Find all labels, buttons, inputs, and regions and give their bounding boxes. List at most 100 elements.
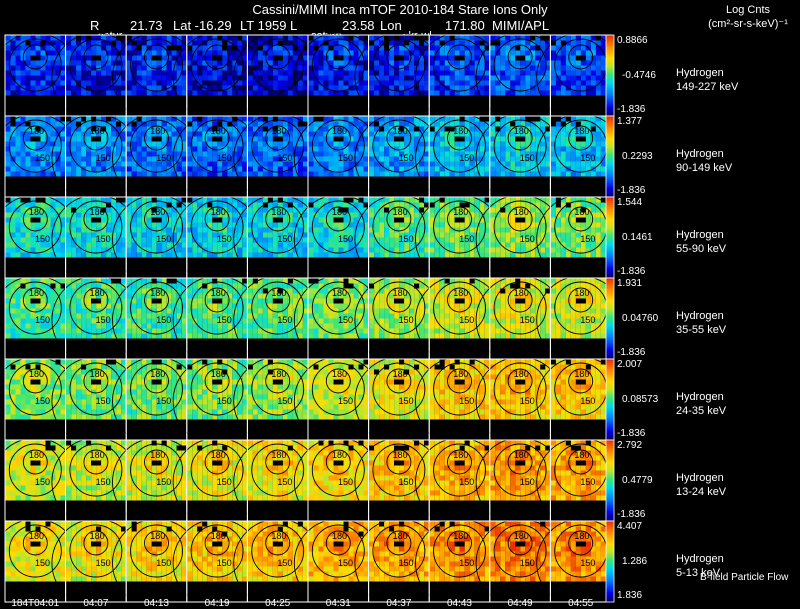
contour-ring bbox=[251, 119, 305, 173]
heatmap-cell bbox=[530, 217, 536, 223]
heatmap-cell bbox=[474, 237, 480, 243]
heatmap-cell bbox=[399, 90, 405, 96]
heatmap-cell bbox=[5, 303, 11, 309]
heatmap-cell bbox=[15, 121, 21, 127]
heatmap-cell bbox=[590, 207, 596, 213]
heatmap-cell bbox=[106, 70, 112, 76]
heatmap-cell bbox=[459, 232, 465, 238]
heatmap-cell bbox=[600, 141, 606, 147]
heatmap-cell bbox=[459, 126, 465, 132]
heatmap-cell bbox=[490, 141, 496, 147]
heatmap-cell bbox=[348, 207, 354, 213]
heatmap-cell bbox=[449, 212, 455, 218]
heatmap-cell bbox=[570, 156, 576, 162]
heatmap-cell bbox=[469, 90, 475, 96]
heatmap-cell bbox=[71, 283, 77, 289]
heatmap-cell bbox=[267, 151, 273, 157]
heatmap-cell bbox=[348, 65, 354, 71]
heatmap-cell bbox=[207, 252, 213, 258]
heatmap-cell bbox=[469, 217, 475, 223]
heatmap-cell bbox=[384, 80, 390, 86]
heatmap-cell bbox=[459, 151, 465, 157]
heatmap-cell bbox=[106, 232, 112, 238]
heatmap-cell bbox=[464, 227, 470, 233]
heatmap-cell bbox=[595, 126, 601, 132]
heatmap-cell bbox=[384, 227, 390, 233]
colorbar-segment bbox=[606, 164, 614, 168]
heatmap-cell bbox=[111, 313, 117, 319]
heatmap-cell bbox=[151, 298, 157, 304]
heatmap-cell bbox=[207, 131, 213, 137]
heatmap-cell bbox=[45, 65, 51, 71]
heatmap-cell bbox=[237, 222, 243, 228]
heatmap-cell bbox=[464, 171, 470, 177]
heatmap-cell bbox=[580, 232, 586, 238]
heatmap-cell bbox=[419, 232, 425, 238]
heatmap-cell bbox=[30, 171, 36, 177]
colorbar-segment bbox=[606, 209, 614, 212]
heatmap-cell bbox=[505, 60, 511, 66]
heatmap-cell bbox=[510, 136, 516, 142]
heatmap-cell bbox=[530, 126, 536, 132]
heatmap-cell bbox=[30, 75, 36, 81]
heatmap-cell bbox=[81, 35, 87, 41]
heatmap-cell bbox=[490, 80, 496, 86]
heatmap-cell bbox=[530, 35, 536, 41]
heatmap-cell bbox=[257, 232, 263, 238]
heatmap-cell bbox=[101, 40, 107, 46]
heatmap-cell bbox=[212, 217, 218, 223]
heatmap-cell bbox=[151, 126, 157, 132]
heatmap-cell bbox=[66, 237, 72, 243]
heatmap-cell bbox=[302, 197, 308, 203]
heatmap-cell bbox=[287, 136, 293, 142]
heatmap-cell bbox=[121, 323, 127, 329]
heatmap-cell bbox=[176, 90, 182, 96]
heatmap-cell bbox=[50, 298, 56, 304]
heatmap-cell bbox=[60, 60, 66, 66]
heatmap-cell bbox=[525, 65, 531, 71]
heatmap-cell bbox=[560, 141, 566, 147]
heatmap-cell bbox=[121, 333, 127, 339]
heatmap-cell bbox=[459, 207, 465, 213]
heatmap-cell bbox=[247, 116, 253, 122]
heatmap-cell bbox=[202, 227, 208, 233]
heatmap-cell bbox=[141, 60, 147, 66]
heatmap-cell bbox=[560, 227, 566, 233]
heatmap-cell bbox=[454, 85, 460, 91]
heatmap-cell bbox=[197, 136, 203, 142]
heatmap-cell bbox=[545, 136, 551, 142]
heatmap-cell bbox=[197, 55, 203, 61]
heatmap-panel bbox=[415, 113, 504, 203]
heatmap-cell bbox=[333, 161, 339, 167]
heatmap-cell bbox=[131, 202, 137, 208]
heatmap-cell bbox=[520, 65, 526, 71]
heatmap-cell bbox=[590, 116, 596, 122]
heatmap-cell bbox=[464, 166, 470, 172]
heatmap-cell bbox=[323, 202, 329, 208]
heatmap-cell bbox=[535, 90, 541, 96]
heatmap-cell bbox=[15, 146, 21, 152]
heatmap-cell bbox=[86, 328, 92, 334]
heatmap-cell bbox=[166, 237, 172, 243]
heatmap-cell bbox=[55, 65, 61, 71]
heatmap-cell bbox=[389, 171, 395, 177]
heatmap-cell bbox=[55, 283, 61, 289]
heatmap-cell bbox=[384, 116, 390, 122]
heatmap-cell bbox=[55, 166, 61, 172]
heatmap-cell bbox=[510, 227, 516, 233]
heatmap-cell bbox=[181, 35, 187, 41]
heatmap-cell bbox=[515, 232, 521, 238]
heatmap-cell bbox=[399, 171, 405, 177]
heatmap-cell bbox=[282, 232, 288, 238]
colorbar-segment bbox=[606, 99, 614, 103]
heatmap-cell bbox=[338, 80, 344, 86]
colorbar-segment bbox=[606, 91, 614, 95]
heatmap-cell bbox=[459, 146, 465, 152]
heatmap-cell bbox=[419, 247, 425, 253]
heatmap-cell bbox=[575, 55, 581, 61]
heatmap-cell bbox=[379, 116, 385, 122]
heatmap-cell bbox=[111, 156, 117, 162]
heatmap-cell bbox=[141, 232, 147, 238]
heatmap-cell bbox=[500, 126, 506, 132]
heatmap-cell bbox=[429, 222, 435, 228]
